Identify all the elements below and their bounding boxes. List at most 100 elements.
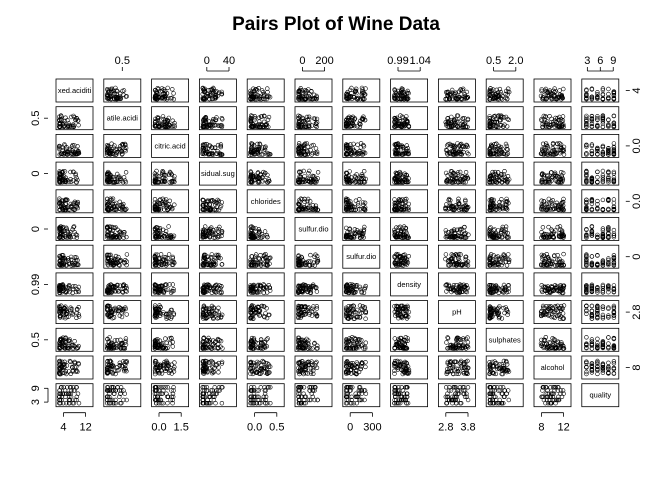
point [296,146,302,151]
chart-title: Pairs Plot of Wine Data [232,14,440,35]
point [584,87,589,92]
point [160,94,166,100]
point [57,124,63,129]
point [554,120,559,125]
point [455,124,460,130]
point [216,123,221,128]
point [314,121,319,127]
point [302,142,307,147]
point [155,85,160,91]
scatter-points-fixed.acidity-vs-density [392,86,411,102]
point [487,114,492,119]
point [251,86,256,91]
point [250,149,256,155]
point [59,151,64,156]
point [344,143,350,148]
point [303,141,308,146]
point [71,122,76,127]
point [395,142,401,147]
point [393,117,398,122]
point [202,118,208,123]
scatter-points-volatile.acidity-vs-quality [584,113,617,130]
point [74,152,80,157]
point [71,152,76,157]
point [200,96,206,102]
point [606,91,611,97]
point [219,91,225,97]
point [301,142,307,148]
point [600,116,606,121]
point [505,116,510,122]
diag-label-chlorides: chlorides [251,197,281,206]
scatter-points-fixed.acidity-vs-pH [443,86,471,102]
scatter-points-volatile.acidity-vs-density [392,113,412,130]
scatter-points-citric.acid-vs-density [392,141,411,157]
point [214,151,220,156]
point [462,92,467,97]
point [152,122,158,127]
point [257,96,262,102]
point [404,143,409,148]
scatter-points-citric.acid-vs-pH [443,141,471,157]
panel-frame-r1-c1 [103,106,142,131]
point [357,121,362,126]
point [446,120,452,125]
point [363,86,368,91]
point [353,88,359,94]
point [405,151,410,157]
scatter-points-volatile.acidity-vs-pH [443,113,471,130]
point [208,122,214,128]
point [460,116,465,121]
point [399,88,404,94]
point [402,96,407,102]
point [213,95,218,100]
point [392,124,397,129]
point [301,150,306,155]
panel-frame-r1-c2 [151,106,190,131]
point [219,115,225,121]
point [213,89,218,95]
point [595,90,600,95]
point [457,124,462,129]
point [344,117,349,123]
point [72,143,77,148]
point [202,96,208,102]
point [75,118,81,123]
point [261,149,267,154]
point [117,146,122,152]
point [487,118,492,124]
point [302,94,308,100]
point [541,113,546,119]
point [296,113,301,119]
diag-label-density: density [397,280,421,289]
point [344,151,350,157]
point [600,113,606,119]
point [589,116,595,122]
point [201,118,206,123]
point [252,123,258,129]
point [584,115,589,120]
point [311,116,317,121]
point [254,96,259,102]
point [606,124,611,129]
point [611,91,617,96]
point [207,143,212,148]
diag-label-fixed.acidity: xed.aciditi [58,86,92,95]
point [58,116,63,122]
point [59,117,64,123]
diag-label-free.sulfur.dioxide: sulfur.dio [298,225,328,234]
point [157,123,163,129]
point [202,96,207,101]
point [600,87,606,93]
point [496,113,501,118]
scatter-points-citric.acid-vs-chlorides [248,141,273,157]
point [499,123,504,128]
point [162,124,168,130]
point [354,86,359,92]
point [266,114,272,120]
point [312,92,317,98]
point [213,92,219,98]
point [297,145,303,150]
panel-frame-r0-c11 [581,78,620,103]
point [309,123,314,128]
